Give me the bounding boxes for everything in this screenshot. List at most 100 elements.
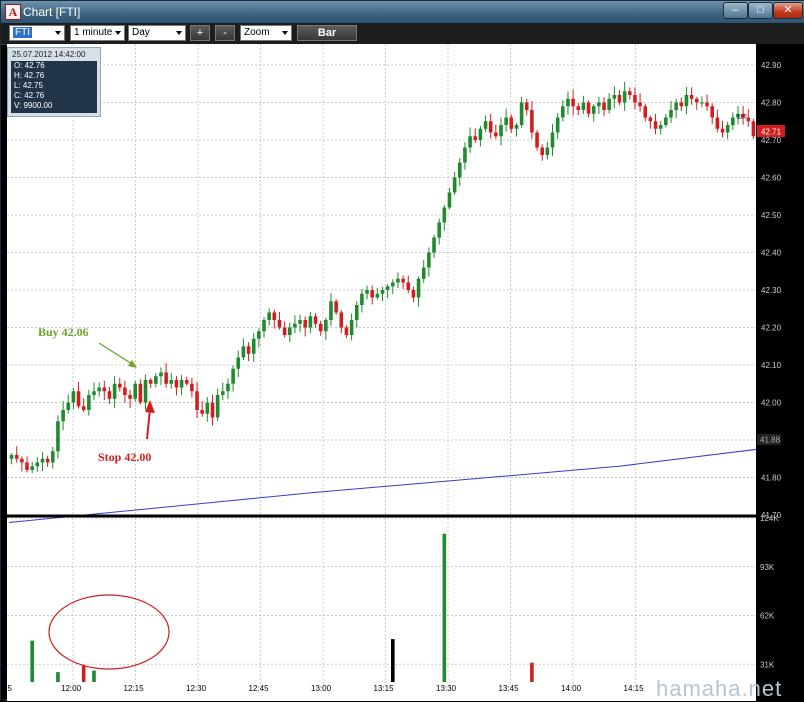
- symbol-value: FTI: [13, 27, 32, 38]
- range-value: Day: [132, 27, 150, 38]
- stop-annotation: Stop 42.00: [98, 450, 151, 464]
- candle-body: [710, 106, 715, 118]
- ohlc-date: 25.07.2012 14:42:00: [12, 50, 86, 59]
- volume-highlight-circle: [48, 594, 170, 670]
- candle-body: [597, 102, 601, 107]
- candle-body: [514, 125, 519, 129]
- candle-body: [452, 177, 457, 193]
- candle-body: [617, 95, 622, 103]
- candle-body: [236, 357, 241, 369]
- maximize-button[interactable]: □: [748, 2, 773, 19]
- candle-body: [143, 380, 148, 403]
- candle-body: [184, 380, 189, 384]
- candle-body: [375, 293, 380, 298]
- close-button[interactable]: ✕: [773, 2, 803, 19]
- current-price-tag: 42.71: [761, 128, 782, 137]
- candle-body: [633, 95, 637, 103]
- candle-body: [684, 95, 689, 107]
- candle-body: [504, 117, 508, 125]
- minimize-button[interactable]: ‒: [723, 2, 748, 19]
- range-select[interactable]: Day: [128, 25, 186, 41]
- candle-body: [509, 117, 514, 129]
- ma-price-tag: 41.88: [760, 436, 781, 445]
- candle-body: [277, 320, 282, 328]
- zoom-out-button[interactable]: -: [215, 25, 235, 41]
- candle-body: [308, 316, 313, 328]
- candle-body: [457, 162, 462, 178]
- volume-bar: [30, 640, 34, 682]
- candle-body: [313, 316, 318, 324]
- candle-body: [736, 113, 740, 118]
- candle-body: [566, 98, 570, 107]
- candle-body: [720, 128, 725, 133]
- interval-select[interactable]: 1 minute: [70, 25, 125, 41]
- volume-bar: [530, 662, 534, 682]
- volume-tick-label: 31K: [760, 660, 775, 669]
- candle-body: [468, 136, 472, 148]
- price-volume-chart[interactable]: 41.7041.8041.9042.0042.1042.2042.3042.40…: [1, 44, 804, 701]
- candle-body: [391, 282, 395, 287]
- price-tick-label: 42.70: [761, 136, 782, 145]
- ohlc-close: C: 42.76: [14, 91, 45, 100]
- candle-body: [715, 117, 720, 129]
- price-grid: [7, 44, 756, 684]
- ohlc-open: O: 42.76: [14, 61, 45, 70]
- time-tick-label: 12:15: [124, 684, 145, 693]
- symbol-select[interactable]: FTI: [9, 25, 65, 41]
- zoom-in-button[interactable]: +: [190, 25, 210, 41]
- price-tick-label: 42.90: [761, 61, 782, 70]
- candle-body: [56, 421, 60, 452]
- candle-body: [117, 383, 122, 388]
- candle-body: [339, 312, 344, 328]
- candle-body: [545, 147, 550, 155]
- candle-body: [427, 252, 431, 268]
- candle-body: [174, 380, 179, 388]
- candle-body: [519, 102, 524, 125]
- candle-body: [653, 121, 658, 129]
- volume-bar: [92, 670, 96, 682]
- volume-bar: [56, 672, 60, 682]
- candle-body: [494, 132, 498, 137]
- zoom-select[interactable]: Zoom: [240, 25, 292, 41]
- candle-body: [499, 125, 503, 137]
- volume-tick-label: 93K: [760, 563, 775, 572]
- candle-body: [128, 395, 132, 399]
- candle-body: [231, 368, 235, 384]
- candle-body: [705, 102, 709, 107]
- candle-body: [334, 301, 338, 313]
- candle-body: [35, 462, 40, 467]
- candle-body: [220, 391, 225, 395]
- chevron-down-icon: [55, 31, 61, 35]
- candle-body: [442, 207, 447, 223]
- candle-body: [344, 327, 349, 335]
- candle-body: [627, 91, 632, 95]
- app-logo-icon: A: [5, 4, 21, 20]
- candle-body: [411, 290, 416, 298]
- price-tick-label: 42.10: [761, 361, 782, 370]
- ma-price-tag-bg: [757, 434, 781, 445]
- candle-body: [87, 395, 91, 410]
- candle-body: [318, 323, 323, 332]
- candle-body: [638, 102, 642, 107]
- candle-body: [679, 102, 684, 107]
- time-tick-label: 13:15: [374, 684, 395, 693]
- candle-body: [385, 286, 390, 290]
- candle-body: [92, 391, 96, 395]
- volume-axis: 124K 93K 62K 31K: [760, 514, 779, 669]
- candle-body: [447, 192, 452, 208]
- volume-grid: [7, 517, 756, 665]
- title-bar: A Chart [FTI] ‒ □ ✕: [1, 1, 804, 23]
- chart-type-bar-button[interactable]: Bar: [297, 25, 357, 41]
- candle-body: [354, 305, 359, 320]
- candle-body: [205, 402, 210, 414]
- candle-body: [658, 125, 663, 129]
- candle-body: [622, 91, 627, 103]
- candle-body: [380, 290, 385, 294]
- candle-body: [586, 102, 591, 114]
- candle-body: [241, 346, 246, 358]
- candle-body: [159, 372, 163, 377]
- candle-body: [700, 102, 704, 104]
- time-tick-label: 14:15: [624, 684, 645, 693]
- time-tick-label: 13:00: [311, 684, 332, 693]
- candle-body: [751, 121, 756, 137]
